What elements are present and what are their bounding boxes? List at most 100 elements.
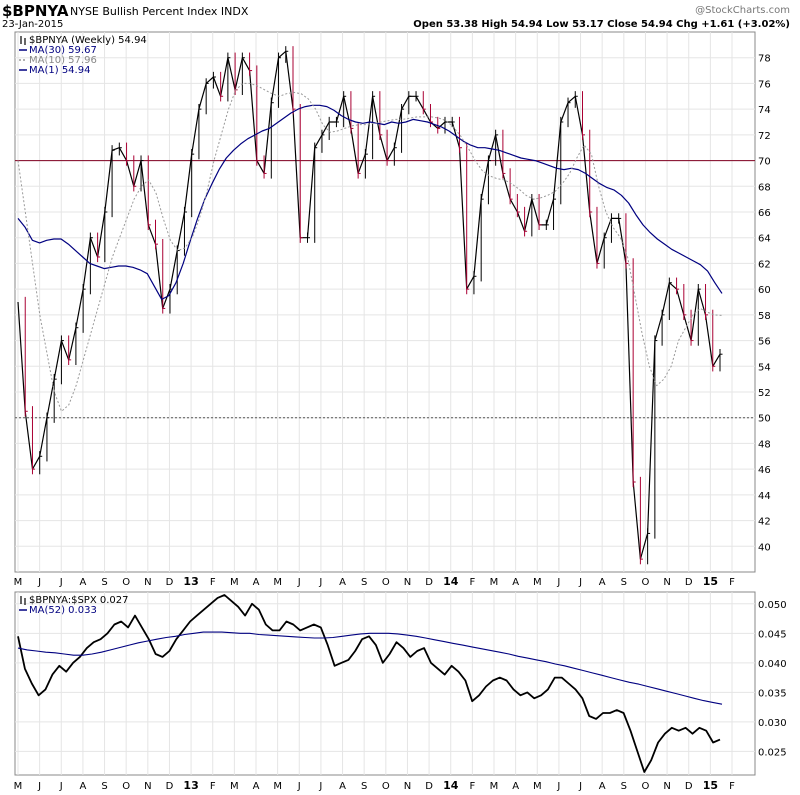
- y-tick-label: 42: [758, 517, 771, 528]
- x-tick-label: J: [37, 781, 41, 792]
- x-tick-label: O: [122, 781, 130, 792]
- y-tick-label: 62: [758, 259, 771, 270]
- x-tick-label: A: [599, 781, 606, 792]
- legend-label: $BPNYA:$SPX 0.027: [29, 595, 129, 606]
- x-tick-label: J: [59, 781, 63, 792]
- y-tick-label: 0.050: [758, 600, 787, 611]
- series-line-ma-30: [17, 104, 723, 300]
- ratio-series: [17, 594, 723, 773]
- price-panel-grid: [15, 32, 755, 572]
- x-tick-label: N: [144, 781, 151, 792]
- x-tick-label: M: [490, 577, 499, 588]
- x-tick-label: N: [663, 781, 670, 792]
- series-line-bpnya: [17, 50, 721, 560]
- y-tick-label: 66: [758, 208, 771, 219]
- x-tick-label: A: [512, 781, 519, 792]
- y-tick-label: 0.030: [758, 718, 787, 729]
- watermark: @StockCharts.com: [695, 5, 790, 16]
- x-tick-label: M: [230, 781, 239, 792]
- series-line-bpnya-spx: [17, 594, 721, 773]
- x-tick-label: O: [382, 577, 390, 588]
- x-tick-label: M: [230, 577, 239, 588]
- x-tick-label: M: [273, 577, 282, 588]
- x-tick-label: F: [729, 577, 735, 588]
- x-tick-label: M: [533, 781, 542, 792]
- x-tick-label: S: [101, 781, 107, 792]
- y-tick-label: 60: [758, 285, 771, 296]
- x-tick-label: O: [382, 781, 390, 792]
- series-line-ma-10: [17, 82, 723, 412]
- x-tick-label: O: [122, 577, 130, 588]
- x-tick-label: D: [685, 781, 693, 792]
- legend-label: MA(10) 57.96: [29, 55, 97, 66]
- y-tick-label: 46: [758, 465, 771, 476]
- y-tick-label: 78: [758, 54, 771, 65]
- x-tick-label: 13: [183, 779, 198, 792]
- x-tick-label: S: [621, 577, 627, 588]
- x-tick-label: M: [14, 577, 23, 588]
- x-tick-label: J: [297, 781, 301, 792]
- x-tick-label: J: [59, 577, 63, 588]
- symbol-title: $BPNYA: [2, 2, 69, 20]
- legend-label: MA(52) 0.033: [29, 605, 97, 616]
- y-tick-label: 0.045: [758, 629, 787, 640]
- y-tick-label: 0.035: [758, 688, 787, 699]
- ratio-panel-frame: [14, 591, 756, 776]
- x-tick-label: J: [578, 577, 582, 588]
- x-tick-label: J: [556, 781, 560, 792]
- y-tick-label: 52: [758, 388, 771, 399]
- x-tick-label: J: [37, 577, 41, 588]
- x-tick-label: S: [361, 781, 367, 792]
- x-tick-label: S: [621, 781, 627, 792]
- x-tick-label: M: [533, 577, 542, 588]
- y-tick-label: 50: [758, 414, 771, 425]
- x-tick-label: A: [253, 577, 260, 588]
- x-tick-label: J: [578, 781, 582, 792]
- x-tick-label: N: [404, 781, 411, 792]
- x-tick-label: N: [663, 577, 670, 588]
- x-tick-label: A: [599, 577, 606, 588]
- x-tick-label: D: [425, 577, 433, 588]
- price-series: [15, 46, 755, 565]
- x-tick-label: F: [210, 781, 216, 792]
- x-tick-label: O: [642, 781, 650, 792]
- x-tick-label: M: [490, 781, 499, 792]
- x-tick-label: A: [79, 781, 86, 792]
- quote-date: 23-Jan-2015: [2, 19, 63, 30]
- x-tick-label: A: [79, 577, 86, 588]
- x-tick-label: A: [253, 781, 260, 792]
- x-tick-label: 13: [183, 575, 198, 588]
- y-tick-label: 54: [758, 362, 771, 373]
- y-tick-label: 0.040: [758, 659, 787, 670]
- y-tick-label: 44: [758, 491, 771, 502]
- x-tick-label: 15: [703, 779, 718, 792]
- legend-swatch-bars-icon: [20, 36, 26, 45]
- price-y-axis: 40 42 44 46 48 50 52 54 56 58 60 62 64 66 68 70 72 74 76 78: [758, 54, 771, 554]
- x-tick-label: J: [318, 577, 322, 588]
- symbol-description: NYSE Bullish Percent Index INDX: [70, 5, 249, 18]
- x-tick-label: 14: [443, 575, 459, 588]
- x-tick-label: D: [425, 781, 433, 792]
- y-tick-label: 74: [758, 105, 771, 116]
- x-tick-label: O: [642, 577, 650, 588]
- x-tick-label: A: [339, 781, 346, 792]
- x-tick-label: M: [273, 781, 282, 792]
- x-tick-label: S: [101, 577, 107, 588]
- ratio-x-axis: M J J A S O N D 13 F M A M J J A S O N D 14 F M A M J J A S O N D 15 F: [14, 779, 735, 792]
- x-tick-label: D: [685, 577, 693, 588]
- y-tick-label: 40: [758, 542, 771, 553]
- x-tick-label: A: [339, 577, 346, 588]
- x-tick-label: N: [404, 577, 411, 588]
- y-tick-label: 58: [758, 311, 771, 322]
- y-tick-label: 70: [758, 157, 771, 168]
- ratio-y-axis: 0.025 0.030 0.035 0.040 0.045 0.050: [758, 600, 787, 759]
- x-tick-label: D: [166, 577, 174, 588]
- legend-swatch-bars-icon: [20, 596, 26, 605]
- x-tick-label: 14: [443, 779, 459, 792]
- series-line-ma-52: [17, 631, 723, 705]
- x-tick-label: F: [210, 577, 216, 588]
- x-tick-label: M: [14, 781, 23, 792]
